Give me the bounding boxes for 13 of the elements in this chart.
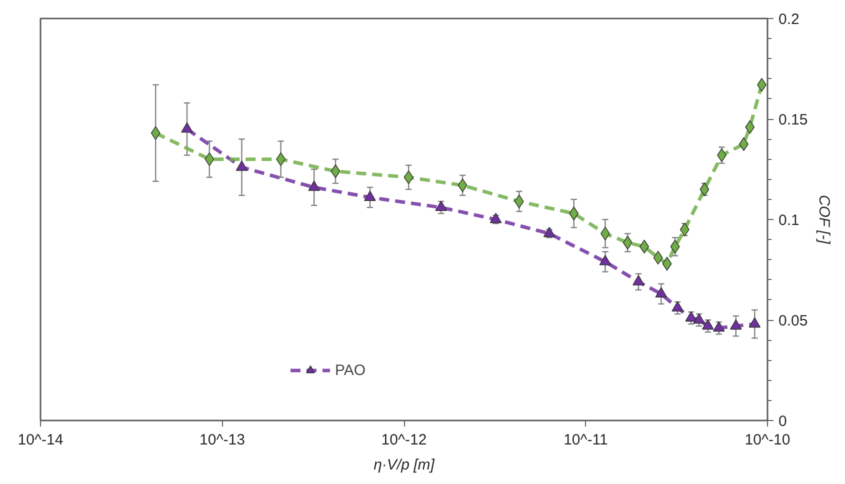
- y-axis-title: COF [-]: [816, 194, 833, 245]
- x-tick-label: 10^-12: [381, 432, 427, 448]
- y-tick-label: 0.05: [778, 312, 808, 330]
- x-tick-label: 10^-10: [744, 432, 790, 448]
- y-tick-label: 0: [778, 413, 787, 430]
- y-tick-label: 0.15: [778, 112, 808, 128]
- x-tick-label: 10^-14: [18, 432, 64, 448]
- y-tick-label: 0.1: [778, 212, 800, 229]
- y-tick-label: 0.2: [778, 11, 800, 28]
- x-tick-label: 10^-11: [564, 432, 608, 448]
- legend-label: PAO: [335, 362, 366, 378]
- x-tick-label: 10^-13: [200, 432, 245, 448]
- x-axis-title: η·V/p [m]: [374, 456, 436, 474]
